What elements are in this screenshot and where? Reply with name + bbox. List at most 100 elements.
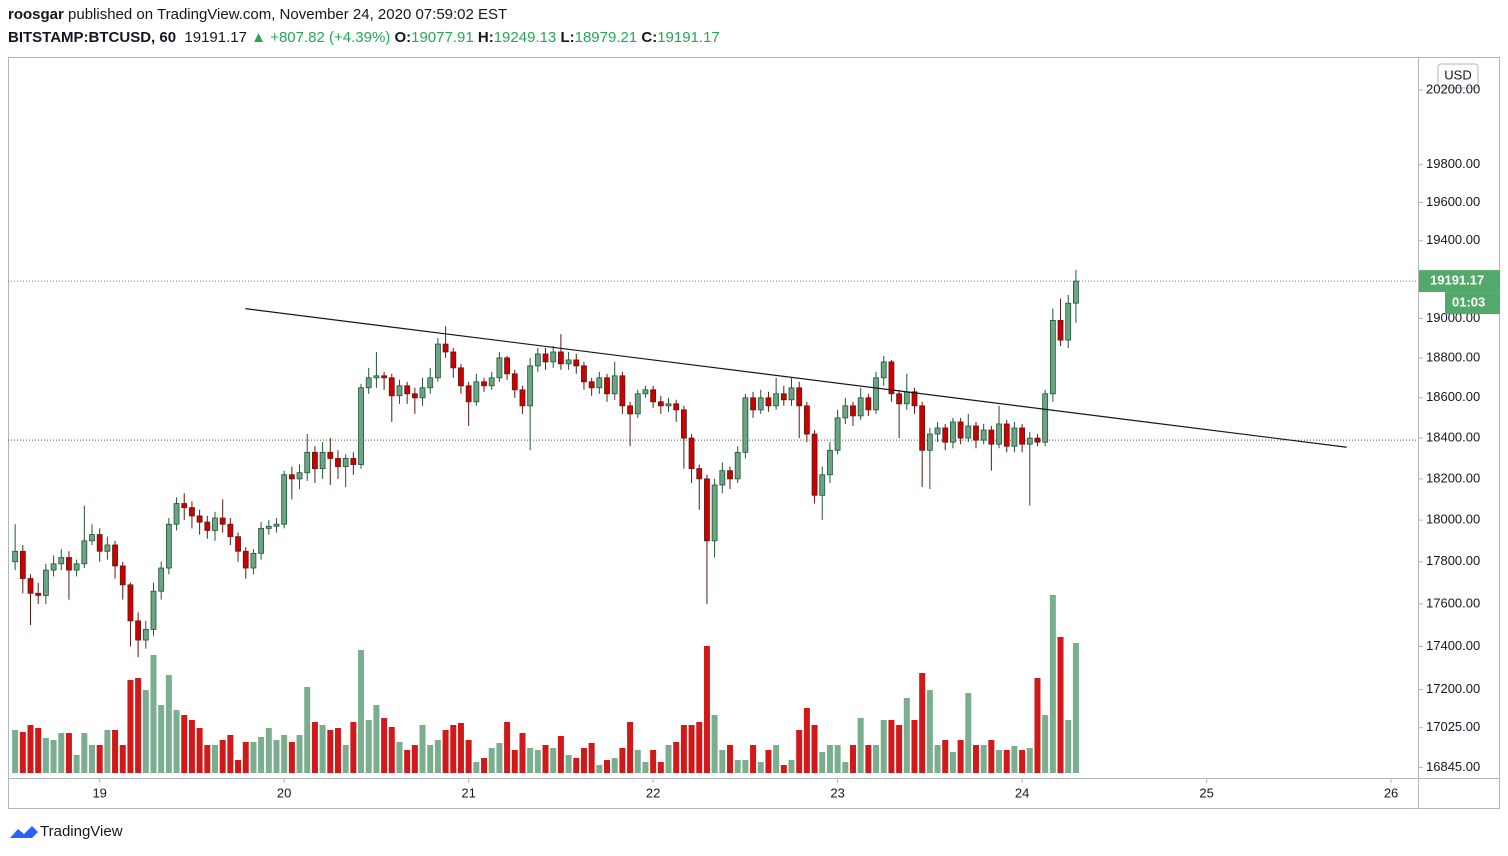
volume-bar [757, 762, 764, 773]
volume-bar [419, 725, 426, 773]
volume-bar [196, 728, 203, 773]
candle-body [711, 484, 718, 542]
volume-bar [527, 748, 534, 773]
volume-bar [926, 690, 933, 773]
candle-body [350, 458, 357, 465]
candle-body [181, 503, 188, 509]
volume-bar [865, 745, 872, 773]
x-tick-label: 19 [92, 785, 106, 800]
y-tick-label: 18800.00 [1426, 349, 1480, 364]
candle-body [542, 353, 549, 363]
volume-bar [873, 745, 880, 773]
candle-body [642, 389, 649, 395]
volume-bar [627, 722, 634, 773]
candle-body [50, 563, 57, 571]
volume-bar [1057, 637, 1064, 773]
y-tick-label: 16845.00 [1426, 759, 1480, 774]
l-label: L: [560, 29, 575, 46]
volume-bar [319, 725, 326, 773]
candle-body [442, 343, 449, 353]
candle-body [1042, 393, 1049, 443]
currency-badge[interactable] [1437, 63, 1479, 89]
logo: TradingView [10, 823, 123, 840]
candle-body [112, 544, 118, 567]
volume-bar [688, 725, 695, 773]
candle-body [504, 357, 510, 375]
volume-bar [942, 740, 949, 773]
candle-body [680, 409, 687, 439]
volume-bar [1034, 678, 1041, 773]
volume-bar [342, 745, 349, 773]
candle-body [319, 451, 326, 470]
volume-bar [711, 715, 718, 773]
volume-bar [12, 730, 19, 773]
volume-bar [519, 733, 526, 773]
candle-body [296, 472, 303, 480]
volume-bar [165, 675, 172, 773]
volume-bar [442, 730, 449, 773]
candle-body [934, 427, 941, 435]
candle-body [611, 375, 618, 395]
candle-body [727, 470, 733, 480]
volume-bar [327, 730, 334, 773]
candle-body [219, 517, 226, 525]
candle-body [150, 590, 157, 630]
open-value: 19077.91 [411, 29, 474, 46]
close-value: 19191.17 [657, 29, 720, 46]
volume-bar [826, 745, 833, 773]
volume-bar [742, 760, 749, 773]
volume-bar [235, 760, 242, 773]
volume-bar [842, 762, 849, 773]
candle-body [481, 381, 487, 387]
candle-body [734, 451, 741, 480]
volume-bar [250, 742, 257, 773]
volume-bar [388, 727, 395, 773]
volume-bar [411, 745, 418, 773]
x-tick-label: 24 [1015, 785, 1029, 800]
candle-body [926, 433, 933, 451]
volume-bar [288, 742, 295, 773]
high-value: 19249.13 [493, 29, 557, 46]
candle-body [980, 429, 987, 441]
volume-bar [1072, 643, 1079, 773]
published-text: published on TradingView.com, November 2… [63, 6, 508, 23]
candle-body [212, 517, 218, 531]
volume-bar [965, 693, 972, 773]
y-tick-label: 18600.00 [1426, 389, 1480, 404]
candle-body [550, 351, 557, 363]
candle-body [619, 375, 626, 407]
volume-bar [580, 748, 587, 773]
volume-bar [258, 737, 265, 773]
publisher[interactable]: roosgar [8, 6, 64, 23]
candle-body [765, 397, 772, 407]
candle-body [1073, 280, 1079, 304]
candle-body [673, 403, 680, 411]
candle-body [427, 377, 434, 389]
candle-body [742, 397, 749, 453]
candle-body [42, 569, 49, 596]
candle-body [365, 377, 372, 389]
candle-body [773, 393, 780, 407]
volume-bar [734, 760, 741, 773]
volume-bar [142, 690, 149, 773]
candle-body [388, 377, 395, 397]
volume-bar [857, 718, 864, 773]
symbol[interactable]: BITSTAMP:BTCUSD, 60 [8, 29, 177, 46]
volume-bar [996, 750, 1003, 773]
volume-bar [457, 723, 464, 773]
volume-bar [765, 750, 772, 773]
candle-body [688, 437, 695, 470]
volume-bar [903, 698, 910, 773]
volume-bar [204, 745, 211, 773]
candle-body [857, 397, 864, 417]
candle-body [19, 550, 26, 579]
candle-body [358, 387, 364, 465]
volume-bar [127, 680, 134, 773]
candle-body [780, 393, 787, 401]
candle-body [404, 385, 411, 395]
x-tick-label: 21 [461, 785, 475, 800]
candle-body [158, 567, 165, 592]
candle-body [696, 468, 703, 480]
volume-bar [619, 748, 626, 773]
volume-bar [404, 750, 411, 773]
